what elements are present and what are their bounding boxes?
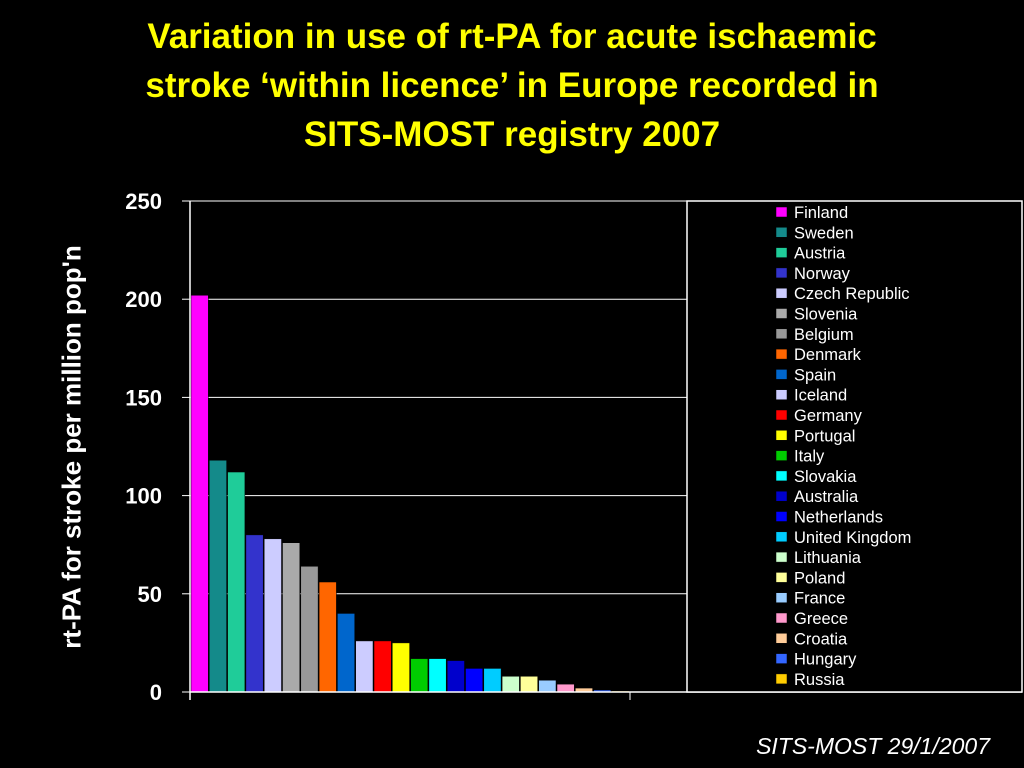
legend-swatch — [775, 369, 788, 380]
legend-label: Netherlands — [794, 509, 883, 527]
source-note: SITS-MOST 29/1/2007 — [756, 733, 990, 759]
legend-label: Denmark — [794, 346, 862, 364]
legend-label: Finland — [794, 204, 848, 222]
legend-swatch — [775, 653, 788, 664]
legend-swatch — [775, 287, 788, 299]
legend-label: France — [794, 590, 845, 608]
legend-label: Sweden — [794, 224, 854, 242]
legend-label: Portugal — [794, 427, 855, 445]
legend-label: Spain — [794, 366, 836, 384]
legend-label: Czech Republic — [794, 285, 910, 303]
title-line-1: Variation in use of rt-PA for acute isch… — [147, 17, 877, 56]
legend-label: Germany — [794, 407, 863, 425]
bar-sweden — [209, 459, 227, 693]
y-tick-label: 50 — [138, 582, 162, 607]
y-tick-label: 150 — [125, 385, 162, 410]
bar-spain — [337, 613, 355, 693]
legend-swatch — [775, 308, 788, 319]
legend-label: Austria — [794, 245, 846, 263]
bar-finland — [190, 295, 209, 693]
legend-swatch — [775, 511, 788, 522]
legend-label: Slovakia — [794, 468, 857, 486]
legend-label: Iceland — [794, 387, 847, 405]
legend-swatch — [775, 409, 788, 421]
legend-label: United Kingdom — [794, 529, 911, 547]
legend-swatch — [775, 430, 788, 441]
bar-norway — [245, 534, 264, 693]
bar-slovenia — [282, 542, 301, 693]
legend-swatch — [775, 490, 788, 502]
legend-swatch — [775, 247, 788, 258]
bar-greece — [556, 683, 575, 693]
bar-netherlands — [465, 668, 484, 693]
legend-swatch — [775, 389, 788, 400]
bar-united-kingdom — [483, 668, 502, 693]
legend-swatch — [775, 267, 788, 279]
legend-swatch — [775, 348, 788, 360]
bar-austria — [227, 471, 246, 693]
legend-swatch — [775, 531, 788, 543]
title-line-3: SITS-MOST registry 2007 — [303, 115, 721, 154]
legend-label: Hungary — [794, 651, 857, 669]
legend-box — [686, 200, 1023, 693]
legend-swatch — [775, 572, 788, 583]
legend-swatch — [775, 470, 788, 482]
legend-label: Norway — [794, 265, 851, 283]
legend-swatch — [775, 206, 788, 218]
legend-label: Poland — [794, 569, 845, 587]
bar-poland — [520, 676, 538, 693]
legend-swatch — [775, 612, 788, 624]
legend-label: Slovenia — [794, 306, 858, 324]
page-title: Variation in use of rt-PA for acute isch… — [40, 12, 984, 159]
bar-denmark — [318, 581, 337, 693]
legend-swatch — [775, 592, 788, 603]
legend-swatch — [775, 633, 788, 644]
legend-swatch — [775, 227, 788, 238]
legend-swatch — [775, 450, 788, 461]
bar-australia — [446, 660, 465, 693]
y-tick-label: 0 — [150, 680, 162, 705]
y-tick-label: 200 — [125, 287, 162, 312]
y-tick-label: 250 — [125, 189, 162, 214]
bar-italy — [410, 658, 429, 693]
legend-label: Australia — [794, 488, 859, 506]
y-tick-label: 100 — [125, 484, 162, 509]
legend-label: Belgium — [794, 326, 854, 344]
bar-czech-republic — [263, 538, 282, 693]
bar-slovakia — [428, 658, 447, 693]
bar-france — [538, 679, 557, 693]
legend-label: Croatia — [794, 630, 848, 648]
bar-lithuania — [501, 676, 520, 693]
bar-iceland — [355, 640, 374, 693]
legend-swatch — [775, 673, 788, 685]
legend-label: Lithuania — [794, 549, 862, 567]
legend-label: Russia — [794, 671, 845, 689]
bar-belgium — [300, 566, 319, 693]
bar-portugal — [392, 642, 410, 693]
bar-germany — [373, 640, 392, 693]
legend-swatch — [775, 551, 788, 563]
legend-label: Italy — [794, 448, 825, 466]
legend-swatch — [775, 328, 788, 340]
title-line-2: stroke ‘within licence’ in Europe record… — [145, 66, 879, 105]
legend-label: Greece — [794, 610, 848, 628]
